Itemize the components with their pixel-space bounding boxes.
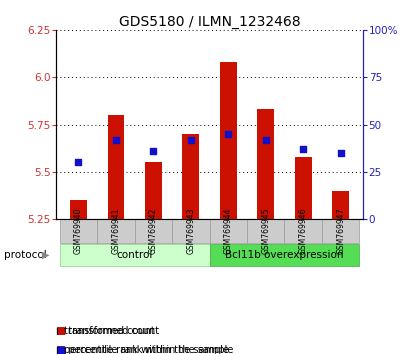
Bar: [284, 219, 322, 243]
Bar: [145, 162, 162, 219]
Text: GSM769941: GSM769941: [112, 208, 120, 255]
Text: ■ percentile rank within the sample: ■ percentile rank within the sample: [56, 346, 233, 354]
Bar: [135, 219, 172, 243]
Bar: [97, 219, 135, 243]
Text: ▶: ▶: [42, 250, 49, 260]
Text: ■ transformed count: ■ transformed count: [56, 326, 159, 336]
Text: ■: ■: [56, 326, 65, 336]
Point: [150, 148, 157, 154]
Bar: [322, 219, 359, 243]
Bar: [70, 200, 87, 219]
Bar: [60, 244, 210, 266]
Text: GSM769945: GSM769945: [261, 208, 270, 255]
Bar: [107, 115, 124, 219]
Text: GSM769943: GSM769943: [186, 208, 195, 255]
Text: GSM769947: GSM769947: [336, 208, 345, 255]
Bar: [210, 219, 247, 243]
Text: transformed count: transformed count: [64, 326, 155, 336]
Point: [225, 131, 232, 137]
Point: [337, 150, 344, 156]
Bar: [220, 62, 237, 219]
Text: control: control: [117, 250, 153, 260]
Text: GSM769940: GSM769940: [74, 208, 83, 255]
Point: [75, 160, 82, 165]
Text: protocol: protocol: [4, 250, 47, 260]
Text: GSM769942: GSM769942: [149, 208, 158, 255]
Point: [262, 137, 269, 143]
Title: GDS5180 / ILMN_1232468: GDS5180 / ILMN_1232468: [119, 15, 300, 29]
Point: [112, 137, 119, 143]
Bar: [332, 191, 349, 219]
Point: [188, 137, 194, 143]
Bar: [172, 219, 210, 243]
Bar: [257, 109, 274, 219]
Text: GSM769946: GSM769946: [299, 208, 308, 255]
Text: percentile rank within the sample: percentile rank within the sample: [64, 346, 229, 354]
Text: ■: ■: [56, 346, 65, 354]
Text: GSM769944: GSM769944: [224, 208, 233, 255]
Bar: [295, 157, 312, 219]
Bar: [247, 219, 284, 243]
Text: Bcl11b overexpression: Bcl11b overexpression: [225, 250, 344, 260]
Bar: [183, 134, 199, 219]
Bar: [210, 244, 359, 266]
Bar: [60, 219, 97, 243]
Point: [300, 146, 307, 152]
